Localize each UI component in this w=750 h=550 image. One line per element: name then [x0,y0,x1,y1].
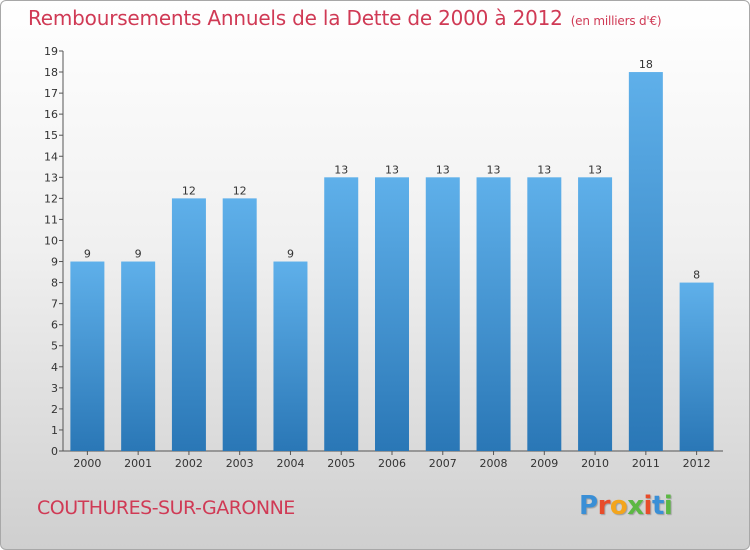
bar [628,72,663,451]
data-label: 9 [135,248,142,261]
data-label: 13 [334,163,348,176]
bar [375,177,409,451]
logo-letter: o [609,491,628,521]
data-label: 18 [639,58,653,71]
bar [324,177,359,451]
logo-letter: P [579,491,598,521]
logo-letter: r [597,491,611,521]
chart-title: Remboursements Annuels de la Dette de 20… [28,6,662,30]
x-tick-label: 2001 [124,457,152,470]
bar [679,282,714,451]
bar [70,261,105,451]
data-label: 13 [588,163,602,176]
labels: 2000 9 2001 9 2002 12 2003 12 2004 9 2005 13 2006 13 2… [73,58,710,470]
title-text: Remboursements Annuels de la Dette de 20… [28,6,563,30]
y-tick-label: 1 [51,424,58,437]
y-tick-label: 4 [51,361,58,374]
data-label: 12 [182,184,196,197]
y-tick-label: 11 [44,213,58,226]
y-tick-label: 18 [44,66,58,79]
y-tick-label: 10 [44,234,58,247]
y-tick-label: 16 [44,108,58,121]
bar [476,177,511,451]
x-tick-label: 2003 [226,457,254,470]
y-tick-label: 9 [51,256,58,269]
logo-letter: i [663,491,673,521]
data-label: 8 [693,269,700,282]
x-tick-label: 2004 [276,457,304,470]
bar [121,261,156,451]
data-label: 13 [385,163,399,176]
x-tick-label: 2006 [378,457,406,470]
y-tick-label: 0 [51,445,58,458]
data-label: 13 [436,163,450,176]
x-tick-label: 2005 [327,457,355,470]
logo-letter: i [643,491,653,521]
bar [578,177,613,451]
bar [222,198,257,451]
y-tick-label: 15 [44,129,58,142]
data-label: 13 [537,163,551,176]
data-label: 9 [84,248,91,261]
y-tick-label: 7 [51,298,58,311]
bars [70,72,714,451]
y-tick-label: 12 [44,192,58,205]
x-tick-label: 2010 [581,457,609,470]
x-tick-label: 2000 [73,457,101,470]
x-tick-label: 2009 [530,457,558,470]
data-label: 9 [287,248,294,261]
y-tick-label: 13 [44,171,58,184]
y-tick-label: 2 [51,403,58,416]
y-tick-label: 3 [51,382,58,395]
x-tick-label: 2012 [683,457,711,470]
y-tick-label: 6 [51,319,58,332]
y-tick-label: 14 [44,150,58,163]
commune-name: COUTHURES-SUR-GARONNE [37,497,295,519]
data-label: 12 [233,184,247,197]
proxiti-logo[interactable]: Proxiti [579,491,673,521]
x-tick-label: 2008 [480,457,508,470]
y-tick-label: 8 [51,277,58,290]
y-tick-label: 5 [51,340,58,353]
bar [425,177,460,451]
bar [171,198,206,451]
logo-letter: x [627,491,644,521]
x-tick-label: 2007 [429,457,457,470]
x-tick-label: 2002 [175,457,203,470]
data-label: 13 [487,163,501,176]
y-tick-label: 19 [44,45,58,58]
bar [273,261,308,451]
title-unit: (en milliers d'€) [570,14,662,28]
x-tick-label: 2011 [632,457,660,470]
bar [527,177,562,451]
y-tick-label: 17 [44,87,58,100]
logo-letter: t [651,491,664,521]
